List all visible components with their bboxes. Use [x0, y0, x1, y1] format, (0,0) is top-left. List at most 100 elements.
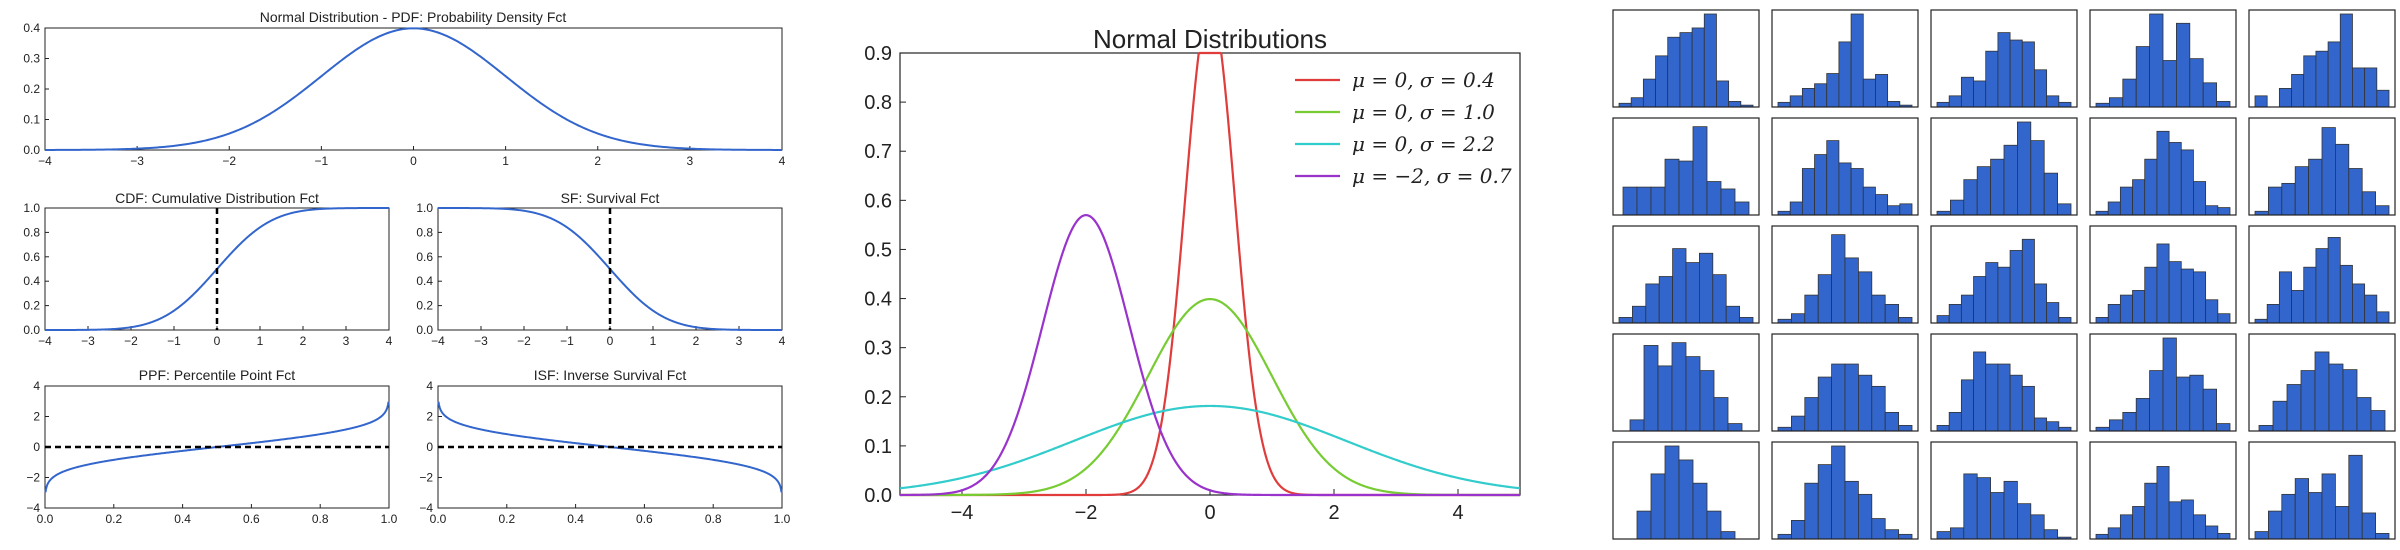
- histogram-bar: [1960, 294, 1974, 324]
- cdf-ytick-label: 1.0: [23, 201, 40, 215]
- histogram-bar: [2030, 514, 2045, 540]
- pdf-xtick-label: 4: [779, 154, 786, 168]
- histogram-bar: [1650, 186, 1666, 216]
- histogram-bar: [1887, 101, 1901, 108]
- histogram-bar: [2205, 525, 2219, 540]
- histogram-frame: [1771, 117, 1919, 216]
- isf-xtick-label: 0.8: [705, 512, 722, 526]
- histogram-bar: [2144, 266, 2158, 324]
- histogram-bar: [1875, 194, 1889, 216]
- histogram-bar: [1844, 257, 1859, 324]
- nd-ytick-label: 0.6: [864, 190, 892, 212]
- histogram-bar: [1814, 154, 1828, 216]
- histogram-bar: [2342, 369, 2358, 432]
- ppf-ytick-label: 4: [33, 379, 40, 393]
- histogram-bar: [1699, 370, 1715, 432]
- histogram-bar: [1739, 317, 1754, 324]
- sf-ytick-label: 0.2: [416, 299, 433, 313]
- histogram-bar: [1716, 80, 1730, 108]
- histogram-frame: [2248, 117, 2396, 216]
- histogram-bar: [2205, 299, 2219, 324]
- pdf-xtick-label: −1: [315, 154, 329, 168]
- histogram-bar: [1838, 41, 1852, 108]
- histogram-bar: [2017, 503, 2032, 540]
- histogram-frame: [1612, 117, 1760, 216]
- histogram-bar: [1850, 13, 1864, 108]
- histogram-bar: [1997, 32, 2011, 108]
- cdf-xtick-label: −1: [167, 334, 181, 348]
- histogram-bar: [1997, 363, 2011, 432]
- histogram-bar: [1679, 32, 1693, 108]
- histogram-bar: [2144, 158, 2158, 216]
- histogram-frame: [1771, 9, 1919, 108]
- histogram-bar: [2254, 95, 2268, 108]
- histogram-bar: [2364, 67, 2378, 108]
- histogram-bar: [2202, 82, 2217, 108]
- histogram-bar: [1713, 397, 1729, 432]
- histogram-bar: [1884, 303, 1899, 324]
- histogram-bar: [1712, 274, 1727, 324]
- ppf-ytick-label: −4: [26, 501, 40, 515]
- histogram-frame: [1930, 9, 2078, 108]
- pdf-xtick-label: −2: [222, 154, 236, 168]
- histogram-bar: [2321, 473, 2336, 540]
- pdf-xtick-label: 2: [594, 154, 601, 168]
- histogram-bar: [2132, 506, 2146, 540]
- histogram-bar: [1643, 345, 1659, 432]
- cdf-xtick-label: 3: [343, 334, 350, 348]
- histogram-bar: [2003, 144, 2018, 216]
- histogram-bar: [2135, 46, 2150, 108]
- histogram-1: [1612, 9, 1760, 108]
- histogram-bar: [1858, 271, 1873, 324]
- cdf-title: CDF: Cumulative Distribution Fct: [115, 190, 319, 206]
- sf-xtick-label: 1: [650, 334, 657, 348]
- histogram-bar: [2180, 499, 2194, 540]
- histogram-bar: [2303, 266, 2317, 324]
- histogram-bar: [1720, 531, 1736, 540]
- histogram-6: [1612, 117, 1760, 216]
- isf-xtick-label: 0.0: [430, 512, 447, 526]
- legend-label-3: μ = −2, σ = 0.7: [1352, 164, 1512, 188]
- pdf-xtick-label: −3: [130, 154, 144, 168]
- histogram-bar: [1831, 445, 1846, 540]
- histogram-bar: [1791, 520, 1806, 540]
- nd-xtick-label: 4: [1452, 502, 1463, 524]
- histogram-bar: [2057, 203, 2072, 216]
- histogram-bar: [2266, 303, 2280, 324]
- histogram-bar: [1817, 274, 1832, 324]
- histogram-bar: [1699, 252, 1714, 324]
- histogram-bar: [2009, 39, 2023, 108]
- legend-label-0: μ = 0, σ = 0.4: [1352, 68, 1495, 92]
- histogram-bar: [2375, 205, 2390, 216]
- histogram-bar: [1831, 363, 1846, 432]
- histogram-bar: [2108, 419, 2124, 432]
- cdf-xtick-label: 1: [257, 334, 264, 348]
- histogram-11: [1612, 225, 1760, 324]
- histogram-bar: [1791, 415, 1806, 432]
- nd-xtick-label: −4: [951, 502, 974, 524]
- histogram-bar: [2046, 302, 2060, 324]
- nd-xtick-label: −2: [1075, 502, 1098, 524]
- histogram-bar: [2376, 311, 2390, 324]
- histogram-bar: [1777, 533, 1792, 540]
- histogram-frame: [2089, 225, 2237, 324]
- histogram-bar: [1720, 188, 1736, 216]
- histogram-bar: [2122, 411, 2137, 432]
- histogram-bar: [2303, 55, 2317, 108]
- histogram-bar: [1826, 73, 1840, 108]
- histogram-bar: [1858, 493, 1873, 540]
- histogram-bar: [2034, 417, 2048, 432]
- histogram-bar: [2352, 283, 2366, 324]
- histogram-bar: [2095, 317, 2109, 324]
- histogram-bar: [2156, 243, 2170, 324]
- histogram-bar: [2315, 248, 2329, 324]
- histogram-bar: [2017, 121, 2032, 216]
- histogram-bar: [2119, 514, 2133, 540]
- histogram-bar: [2356, 397, 2372, 432]
- histogram-bar: [1948, 411, 1962, 432]
- histogram-bar: [2107, 201, 2121, 216]
- histogram-frame: [2089, 441, 2237, 540]
- histogram-bar: [2327, 237, 2341, 324]
- histogram-frame: [1771, 441, 1919, 540]
- histogram-bar: [2291, 74, 2305, 108]
